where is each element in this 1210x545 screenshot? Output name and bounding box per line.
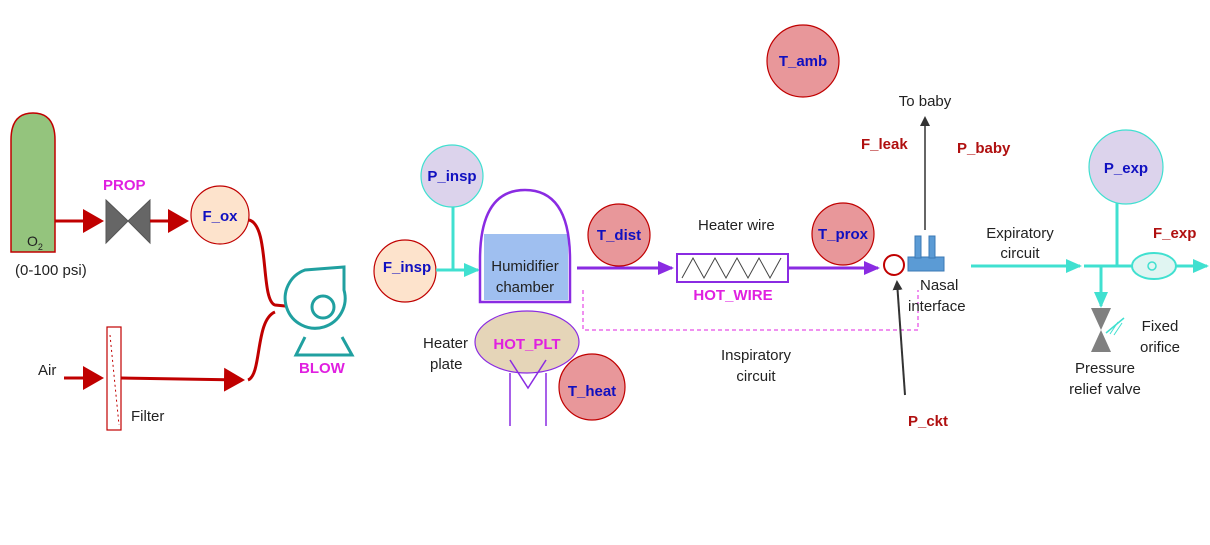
p-exp-label: P_exp <box>1104 160 1148 177</box>
fixed-orifice-label-line2: orifice <box>1140 339 1180 356</box>
fixed-orifice-label-line1: Fixed <box>1142 318 1179 335</box>
humidifier-chamber <box>478 188 572 304</box>
inspiratory-circuit-label-line1: Inspiratory <box>721 347 792 364</box>
nasal-interface-icon <box>907 235 945 272</box>
filter-label: Filter <box>131 408 164 425</box>
blower-icon <box>283 265 355 357</box>
air-label: Air <box>38 362 56 379</box>
humidifier-label-line1: Humidifier <box>491 258 559 275</box>
pressure-relief-valve-icon <box>1091 308 1125 352</box>
expiratory-circuit-label-line1: Expiratory <box>986 225 1054 242</box>
t-amb-sensor <box>766 24 840 98</box>
fox-to-blower-line <box>248 218 319 320</box>
hot-plt-tag: HOT_PLT <box>493 336 560 353</box>
f-leak-label: F_leak <box>861 136 908 153</box>
expiratory-circuit-label-line2: circuit <box>1000 245 1040 262</box>
heater-element-icon <box>509 359 547 426</box>
air-to-blower-curve <box>247 310 276 382</box>
nasal-interface-label-line1: Nasal <box>920 277 958 294</box>
t-amb-label: T_amb <box>779 53 827 70</box>
relief-valve-label-line1: Pressure <box>1075 360 1135 377</box>
f-insp-label: F_insp <box>383 259 431 276</box>
o2-label: O <box>27 233 38 249</box>
svg-text:O2: O2 <box>27 233 43 252</box>
p-insp-sensor <box>420 144 484 208</box>
heater-plate-label-line1: Heater <box>423 335 468 352</box>
o2-range-label: (0-100 psi) <box>15 262 87 279</box>
relief-valve-label-line2: relief valve <box>1069 381 1141 398</box>
o2-subscript: 2 <box>38 242 43 252</box>
p-ckt-arrow <box>892 280 906 396</box>
p-insp-label: P_insp <box>427 168 476 185</box>
t-prox-label: T_prox <box>818 226 869 243</box>
inspiratory-circuit-label-line2: circuit <box>736 368 776 385</box>
t-prox-sensor <box>811 202 875 266</box>
flow-meter-icon <box>1131 252 1177 280</box>
f-ox-sensor <box>190 185 250 245</box>
t-heat-label: T_heat <box>568 383 616 400</box>
nasal-interface-label-line2: interface <box>908 298 966 315</box>
heater-wire-label: Heater wire <box>698 217 775 234</box>
proportional-valve-icon <box>105 198 151 245</box>
p-baby-junction <box>883 254 905 276</box>
t-heat-sensor <box>558 353 626 421</box>
heater-plate-icon <box>474 310 580 374</box>
heater-plate-label-line2: plate <box>430 356 463 373</box>
hot-wire-tag: HOT_WIRE <box>693 287 772 304</box>
oxygen-tank: O2 <box>10 112 56 253</box>
filter-icon <box>106 326 122 431</box>
prop-tag: PROP <box>103 177 146 194</box>
t-dist-label: T_dist <box>597 227 641 244</box>
p-baby-label: P_baby <box>957 140 1011 157</box>
t-dist-sensor <box>587 203 651 267</box>
f-ox-label: F_ox <box>202 208 238 225</box>
heater-wire-icon <box>676 253 789 283</box>
blow-tag: BLOW <box>299 360 346 377</box>
f-exp-label: F_exp <box>1153 225 1196 242</box>
to-baby-label: To baby <box>899 93 952 110</box>
inspiratory-circuit-outline <box>582 290 919 331</box>
filter-to-blower-arrow <box>120 367 245 392</box>
humidifier-label-line2: chamber <box>496 279 554 296</box>
p-ckt-label: P_ckt <box>908 413 948 430</box>
p-exp-sensor <box>1088 129 1164 205</box>
